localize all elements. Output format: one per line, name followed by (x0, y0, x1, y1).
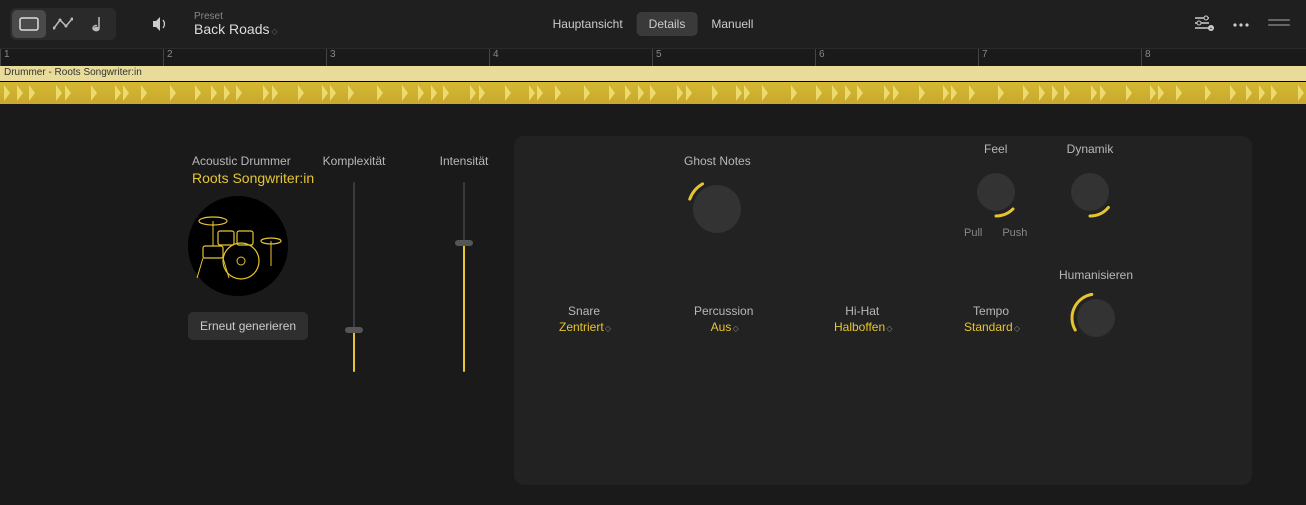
feel-label: Feel (984, 142, 1007, 156)
settings-icon[interactable]: + (1194, 15, 1214, 34)
humanize-block: Humanisieren (1059, 268, 1133, 347)
snare-dropdown[interactable]: Snare Zentriert ◇ (559, 304, 609, 334)
view-region-button[interactable] (12, 10, 46, 38)
details-panel: Ghost Notes Feel Pull Push Dynamik Human… (514, 136, 1252, 485)
complexity-slider[interactable] (352, 182, 356, 372)
dynamik-label: Dynamik (1067, 142, 1114, 156)
snare-label: Snare (568, 304, 600, 318)
dynamik-knob[interactable] (1064, 166, 1116, 221)
tempo-dropdown[interactable]: Tempo Standard ◇ (964, 304, 1018, 334)
preset-name: Back Roads◇ (194, 22, 276, 37)
hihat-dropdown[interactable]: Hi-Hat Halboffen ◇ (834, 304, 891, 334)
view-mode-group (10, 8, 116, 40)
midi-lane[interactable] (0, 82, 1306, 104)
ghost-notes-knob[interactable] (686, 178, 748, 243)
drum-kit-preview[interactable] (188, 196, 288, 296)
top-toolbar: Preset Back Roads◇ Hauptansicht Details … (0, 0, 1306, 48)
view-tabs: Hauptansicht Details Manuell (541, 12, 766, 36)
complexity-slider-col: Komplexität (324, 154, 384, 372)
percussion-label: Percussion (694, 304, 753, 318)
snare-value: Zentriert ◇ (559, 320, 609, 334)
ghost-notes-label: Ghost Notes (684, 154, 751, 168)
feel-block: Feel Pull Push (964, 142, 1027, 239)
percussion-dropdown[interactable]: Percussion Aus ◇ (694, 304, 753, 334)
svg-text:+: + (1210, 26, 1213, 31)
hihat-value: Halboffen ◇ (834, 320, 891, 334)
regenerate-button[interactable]: Erneut generieren (188, 312, 308, 340)
toolbar-right: + (1194, 15, 1296, 34)
tab-main[interactable]: Hauptansicht (541, 12, 635, 36)
drummer-column: Acoustic Drummer Roots Songwriter:in Ern… (184, 154, 484, 485)
volume-button[interactable] (144, 10, 178, 38)
intensity-label: Intensität (440, 154, 489, 168)
tempo-label: Tempo (973, 304, 1009, 318)
feel-range-labels: Pull Push (964, 227, 1027, 239)
intensity-slider[interactable] (462, 182, 466, 372)
feel-knob[interactable] (970, 166, 1022, 221)
percussion-value: Aus ◇ (711, 320, 737, 334)
tab-manual[interactable]: Manuell (699, 12, 765, 36)
region-lane[interactable]: Drummer - Roots Songwriter:in (0, 66, 1306, 82)
tempo-value: Standard ◇ (964, 320, 1018, 334)
sliders-group: Komplexität Intensität (324, 154, 494, 372)
dynamik-block: Dynamik (1064, 142, 1116, 221)
tab-details[interactable]: Details (637, 12, 698, 36)
preset-selector[interactable]: Preset Back Roads◇ (194, 11, 276, 37)
complexity-label: Komplexität (323, 154, 386, 168)
timeline-ruler[interactable]: 12345678 (0, 48, 1306, 66)
humanize-label: Humanisieren (1059, 268, 1133, 282)
region-label: Drummer - Roots Songwriter:in (4, 67, 142, 78)
ghost-notes-block: Ghost Notes (684, 154, 751, 243)
hihat-label: Hi-Hat (845, 304, 879, 318)
feel-pull-label: Pull (964, 227, 982, 239)
drag-handle-icon[interactable] (1268, 17, 1290, 31)
feel-push-label: Push (1002, 227, 1027, 239)
editor-content: Acoustic Drummer Roots Songwriter:in Ern… (0, 104, 1306, 505)
view-notation-button[interactable] (80, 10, 114, 38)
intensity-slider-col: Intensität (434, 154, 494, 372)
humanize-knob[interactable] (1070, 292, 1122, 347)
view-automation-button[interactable] (46, 10, 80, 38)
more-icon[interactable] (1232, 17, 1250, 31)
